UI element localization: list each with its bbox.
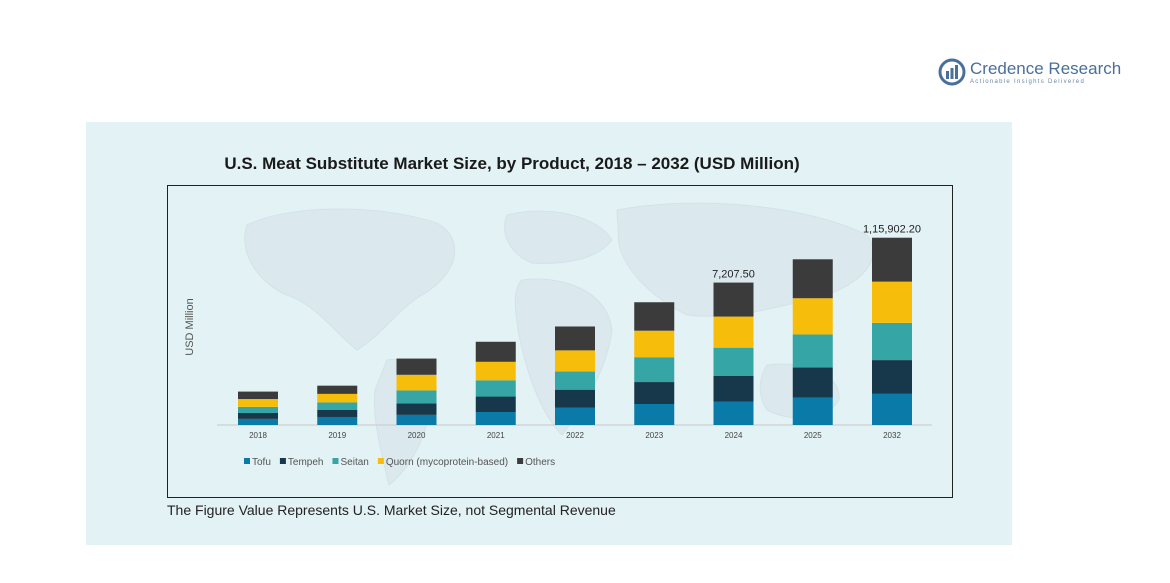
bar-others-2020 [396, 358, 437, 375]
brand-logo: Credence Research Actionable Insights De… [938, 58, 1128, 90]
bar-seitan-2021 [475, 380, 516, 397]
data-label-2032: 1,15,902.20 [863, 224, 921, 236]
bar-quorn-2022 [555, 350, 595, 372]
bar-tofu-2018 [238, 418, 278, 425]
y-axis-label: USD Million [184, 298, 196, 355]
bar-others-2019 [317, 385, 358, 394]
legend-item-tempeh: Tempeh [279, 457, 324, 468]
bar-seitan-2019 [317, 402, 358, 410]
chart-frame [167, 185, 953, 498]
legend-item-seitan: Seitan [332, 457, 369, 468]
bar-quorn-2023 [634, 330, 675, 358]
bar-others-2023 [634, 302, 675, 331]
legend-swatch [244, 458, 250, 464]
logo-mark-icon [938, 58, 966, 86]
bar-tempeh-2022 [555, 389, 595, 408]
bar-quorn-2025 [792, 298, 833, 335]
legend-item-tofu: Tofu [244, 457, 271, 468]
bar-seitan-2022 [555, 371, 595, 390]
x-tick-label: 2020 [408, 431, 426, 440]
bar-seitan-2018 [238, 406, 278, 413]
bar-tofu-2024 [713, 401, 754, 425]
bar-tofu-2021 [475, 412, 516, 425]
bar-tofu-2020 [396, 414, 437, 425]
bar-tempeh-2021 [475, 396, 516, 413]
x-tick-label: 2023 [645, 431, 663, 440]
x-tick-label: 2019 [328, 431, 346, 440]
legend-swatch [377, 458, 384, 464]
data-label-2024: 7,207.50 [712, 269, 755, 281]
bar-seitan-2024 [713, 347, 754, 376]
bar-quorn-2024 [713, 316, 754, 348]
legend-swatch [279, 458, 286, 464]
legend-label: Others [525, 457, 555, 468]
bar-tofu-2023 [634, 404, 675, 425]
bar-tempeh-2024 [713, 375, 754, 402]
bar-others-2022 [555, 326, 595, 351]
bar-seitan-2032 [872, 322, 912, 361]
x-tick-label: 2022 [566, 431, 584, 440]
bar-tempeh-2020 [396, 403, 437, 415]
legend-label: Tofu [252, 457, 271, 468]
bar-tofu-2025 [792, 397, 833, 425]
bar-tempeh-2023 [634, 382, 675, 404]
bar-tempeh-2019 [317, 409, 358, 417]
bar-others-2032 [872, 237, 912, 282]
brand-name: Credence Research [970, 59, 1122, 78]
brand-tagline: Actionable Insights Delivered [970, 79, 1086, 85]
bar-tempeh-2032 [872, 360, 912, 394]
chart-title: U.S. Meat Substitute Market Size, by Pro… [224, 154, 800, 173]
bar-quorn-2019 [317, 393, 358, 403]
bar-seitan-2020 [396, 390, 437, 404]
chart-plot: USD Million 2018 2019 2020 2021 2022 2023 2024… [184, 202, 932, 486]
bar-seitan-2025 [792, 334, 833, 368]
bar-quorn-2021 [475, 361, 516, 381]
legend-swatch [332, 458, 339, 464]
legend-item-others: Others [517, 457, 555, 468]
x-tick-label: 2024 [725, 431, 743, 440]
bar-tempeh-2018 [238, 412, 278, 419]
bar-others-2018 [238, 391, 278, 400]
x-tick-label: 2025 [804, 431, 822, 440]
bar-others-2025 [792, 259, 833, 299]
bar-others-2021 [475, 341, 516, 362]
legend-label: Tempeh [288, 457, 324, 468]
x-tick-label: 2018 [249, 431, 267, 440]
bar-others-2024 [713, 282, 754, 317]
bar-tofu-2022 [555, 407, 595, 425]
bar-quorn-2020 [396, 374, 437, 391]
bar-quorn-2018 [238, 399, 278, 407]
legend-label: Quorn (mycoprotein-based) [386, 457, 508, 468]
legend-item-quorn: Quorn (mycoprotein-based) [377, 457, 508, 468]
legend-swatch [517, 458, 524, 464]
bar-seitan-2023 [634, 357, 675, 383]
legend-label: Seitan [340, 457, 368, 468]
bar-quorn-2032 [872, 281, 912, 323]
bar-tofu-2032 [872, 393, 912, 425]
chart-footnote: The Figure Value Represents U.S. Market … [167, 502, 616, 518]
bar-tofu-2019 [317, 416, 358, 425]
x-tick-label: 2032 [883, 431, 901, 440]
bar-tempeh-2025 [792, 367, 833, 398]
x-tick-label: 2021 [487, 431, 505, 440]
